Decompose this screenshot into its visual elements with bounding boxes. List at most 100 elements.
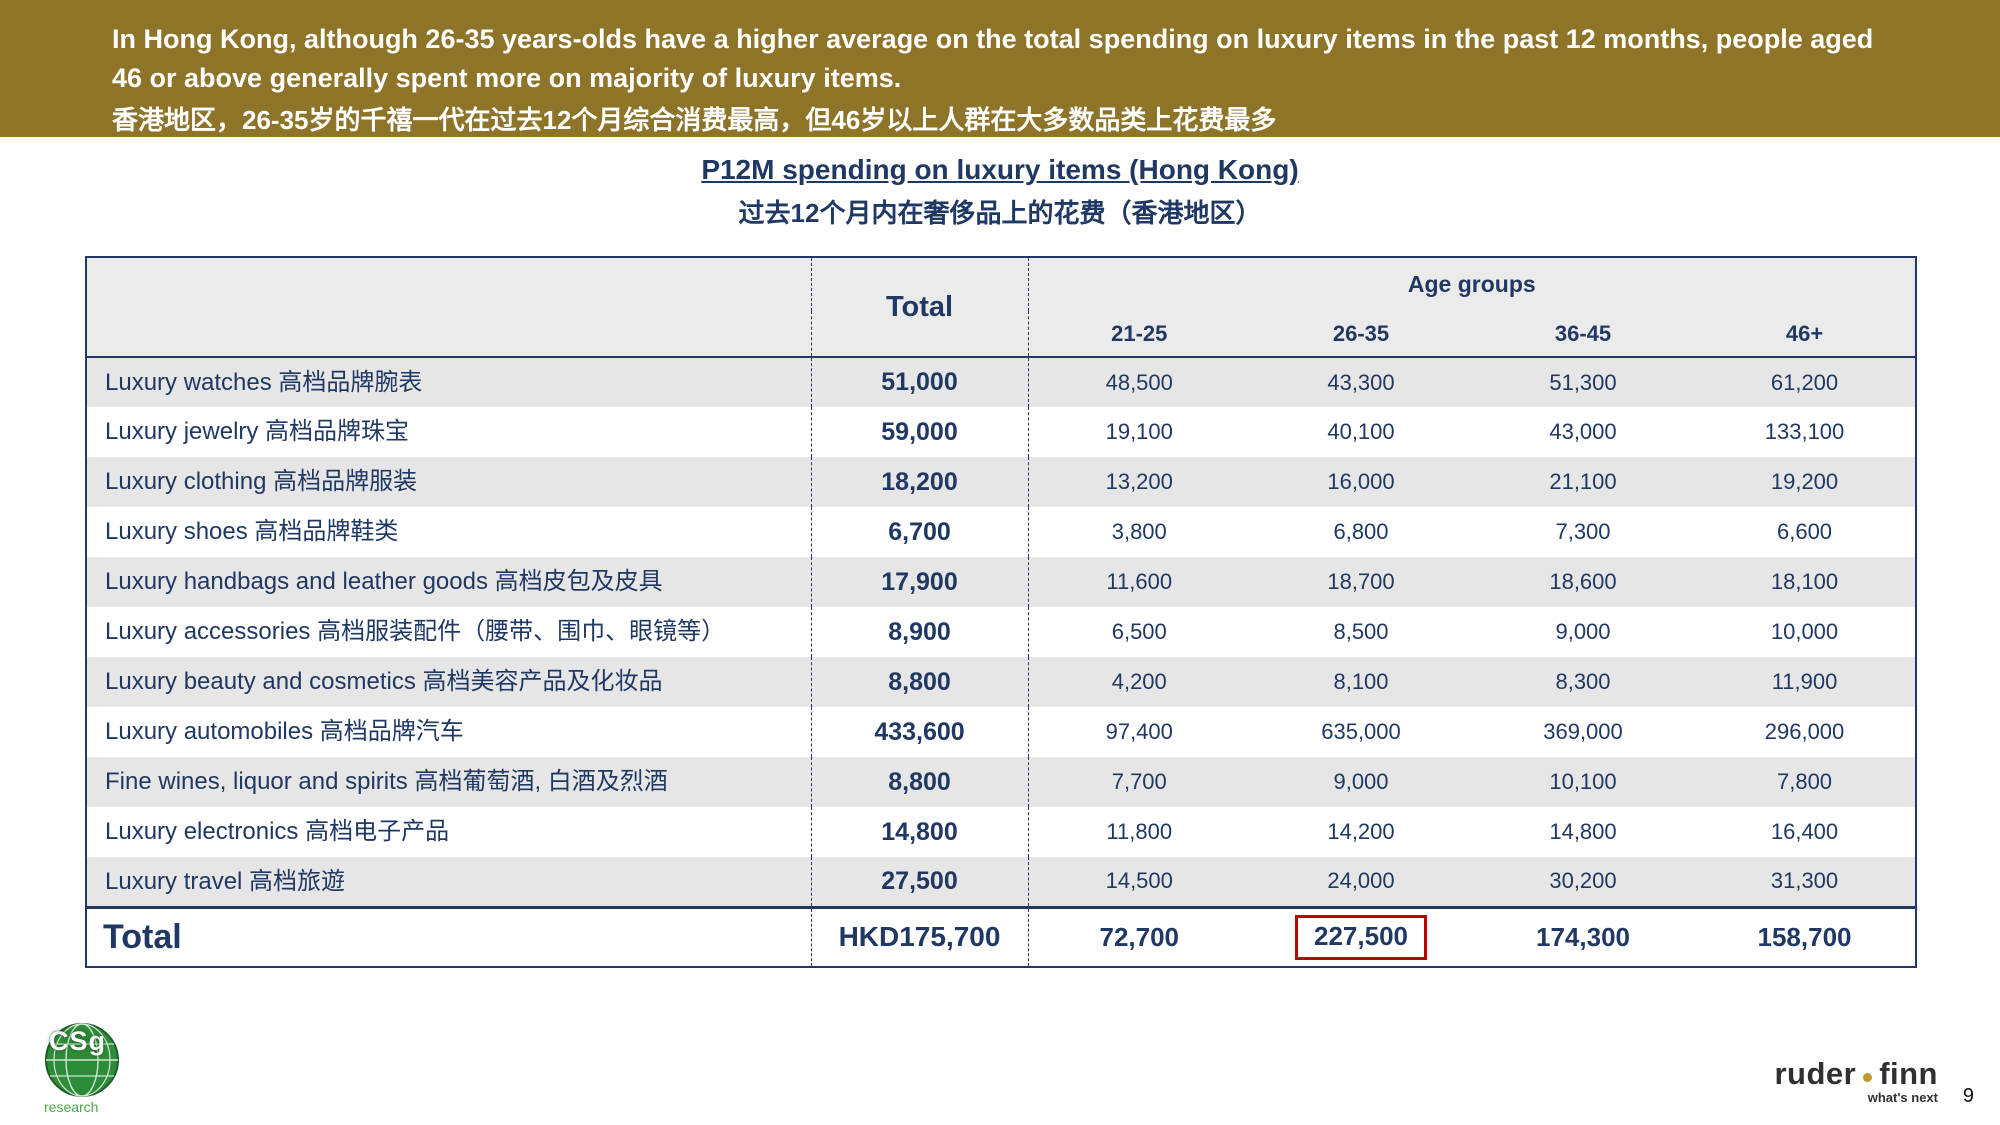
item-age-value: 4,200 [1028,657,1250,707]
item-age-value: 6,500 [1111,619,1167,644]
item-age-value: 7,300 [1555,519,1611,544]
title-block: P12M spending on luxury items (Hong Kong… [0,154,2000,230]
item-age-value: 11,800 [1106,819,1173,844]
column-header-age-21-25: 21-25 [1028,311,1250,358]
csg-research-logo: CSg research [44,1022,154,1115]
header-banner: In Hong Kong, although 26-35 years-olds … [0,0,2000,137]
csg-globe-icon: CSg [44,1022,120,1098]
table-row: Luxury automobiles 高档品牌汽车 433,600 97,400 63… [86,707,1916,757]
item-age-value: 6,800 [1333,519,1389,544]
item-age-value: 61,200 [1694,357,1917,407]
item-age-value: 16,400 [1770,819,1839,844]
item-age-value: 24,000 [1250,857,1472,907]
ruder-finn-wordmark: ruder finn [1774,1058,1938,1089]
item-total-value: 51,000 [810,357,1029,407]
item-label: Luxury automobiles 高档品牌汽车 [105,718,464,746]
banner-text-zh: 香港地区，26-35岁的千禧一代在过去12个月综合消费最高，但46岁以上人群在大… [112,105,1277,136]
table-row: Luxury accessories 高档服装配件（腰带、围巾、眼镜等） 8,90… [86,607,1916,657]
item-age-value: 8,100 [1250,657,1472,707]
item-age-value: 51,300 [1472,357,1694,407]
total-row-value-26-35: 227,500 [1250,905,1472,967]
item-age-value: 40,100 [1327,419,1395,444]
item-age-value: 21,100 [1472,457,1694,507]
item-total-value: 6,700 [810,507,1029,557]
column-header-total: Total [810,257,1029,358]
item-total-value: 8,800 [810,757,1029,807]
item-total-value: 14,800 [810,807,1029,857]
item-label: Luxury accessories 高档服装配件（腰带、围巾、眼镜等） [105,618,726,646]
item-age-value: 97,400 [1105,719,1173,744]
page-title-zh: 过去12个月内在奢侈品上的花费（香港地区） [738,198,1262,228]
item-age-value: 635,000 [1321,719,1401,744]
item-total-value: 8,800 [810,657,1029,707]
item-age-value: 13,200 [1028,457,1250,507]
item-age-value: 31,300 [1694,857,1917,907]
item-age-value: 18,100 [1694,557,1917,607]
item-label: Luxury jewelry 高档品牌珠宝 [105,418,410,446]
csg-logo-subtext: research [44,1099,99,1115]
column-header-age-groups: Age groups [1028,257,1917,311]
item-label: Fine wines, liquor and spirits 高档葡萄酒, 白酒… [86,757,811,807]
red-highlight-box: 227,500 [1295,914,1427,960]
page-title: P12M spending on luxury items (Hong Kong… [701,154,1299,185]
column-header-age-46plus: 46+ [1694,311,1917,358]
item-age-value: 11,600 [1028,557,1250,607]
spending-table: Total Age groups 21-25 26-35 36-45 46+ L… [85,256,1918,968]
table-header: Total Age groups 21-25 26-35 36-45 46+ [86,257,1917,358]
column-header-age-36-45: 36-45 [1472,311,1694,358]
item-age-value: 7,700 [1028,757,1250,807]
item-age-value: 7,800 [1694,757,1917,807]
item-age-value: 10,100 [1472,757,1694,807]
rf-tagline: what's next [1867,1090,1938,1105]
table-row: Luxury watches 高档品牌腕表 51,000 48,500 43,300 5… [86,357,1917,407]
total-row-value-46plus: 158,700 [1694,905,1917,967]
item-age-value: 9,000 [1250,757,1472,807]
banner-text-en: In Hong Kong, although 26-35 years-olds … [112,24,1874,93]
ruder-finn-logo: ruder finn what's next [1774,1058,1938,1105]
item-age-value: 133,100 [1764,419,1845,444]
item-age-value: 11,900 [1694,657,1917,707]
csg-logo-text: CSg [49,1026,106,1056]
item-age-value: 19,200 [1694,457,1917,507]
item-age-value: 6,600 [1776,519,1833,544]
item-total-value: 17,900 [810,557,1029,607]
item-age-value: 18,700 [1250,557,1472,607]
table-row: Luxury shoes 高档品牌鞋类 6,700 3,800 6,800 7,300 6… [86,507,1916,557]
table-row: Fine wines, liquor and spirits 高档葡萄酒, 白酒… [86,757,1917,807]
item-age-value: 14,200 [1327,819,1395,844]
item-age-value: 9,000 [1555,619,1611,644]
item-age-value: 43,300 [1250,357,1472,407]
item-age-value: 43,000 [1549,419,1617,444]
item-age-value: 10,000 [1770,619,1839,644]
table-row: Luxury clothing 高档品牌服装 18,200 13,200 16,000… [86,457,1917,507]
table-row: Luxury electronics 高档电子产品 14,800 11,800 14,… [86,807,1916,857]
total-row-value-36-45: 174,300 [1472,905,1694,967]
item-age-value: 48,500 [1028,357,1250,407]
rf-word-finn: finn [1879,1056,1938,1091]
item-label: Luxury handbags and leather goods 高档皮包及皮… [86,557,811,607]
item-age-value: 3,800 [1111,519,1167,544]
item-age-value: 369,000 [1543,719,1623,744]
table-body: Luxury watches 高档品牌腕表 51,000 48,500 43,300 5… [86,357,1917,907]
column-header-item-blank [86,257,811,358]
table-row: Luxury handbags and leather goods 高档皮包及皮… [86,557,1917,607]
item-label: Luxury beauty and cosmetics 高档美容产品及化妆品 [86,657,811,707]
item-total-value: 8,900 [810,607,1029,657]
item-total-value: 433,600 [810,707,1029,757]
item-label: Luxury electronics 高档电子产品 [105,818,450,846]
table-row: Luxury jewelry 高档品牌珠宝 59,000 19,100 40,100 4… [86,407,1916,457]
item-age-value: 18,600 [1472,557,1694,607]
item-age-value: 30,200 [1472,857,1694,907]
item-age-value: 296,000 [1764,719,1845,744]
total-row-label: Total [86,905,811,967]
item-label: Luxury clothing 高档品牌服装 [86,457,811,507]
item-label: Luxury shoes 高档品牌鞋类 [105,518,399,546]
rf-word-ruder: ruder [1774,1056,1857,1091]
item-age-value: 8,500 [1333,619,1389,644]
column-header-age-26-35: 26-35 [1250,311,1472,358]
rf-gold-dot-icon [1863,1073,1873,1082]
table-row: Luxury beauty and cosmetics 高档美容产品及化妆品 8,… [86,657,1917,707]
item-age-value: 14,500 [1028,857,1250,907]
item-total-value: 18,200 [810,457,1029,507]
table-footer: Total HKD175,700 72,700 227,500 174,300 … [86,905,1917,967]
